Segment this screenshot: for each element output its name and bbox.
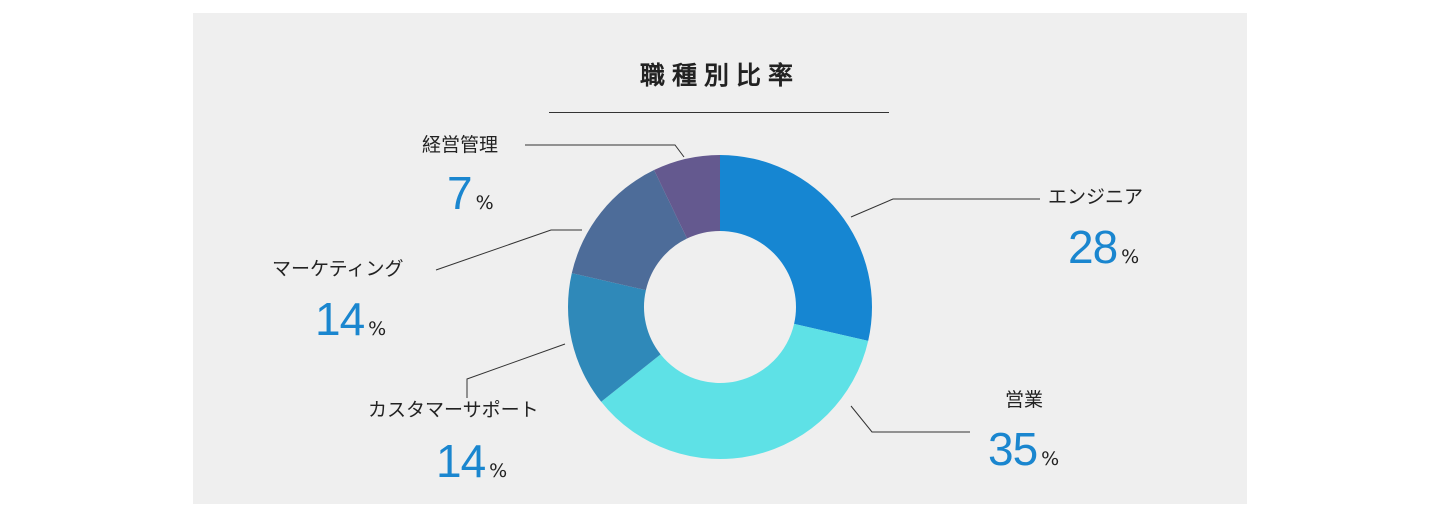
slice-value-marketing: 14% [315,296,386,342]
slice-value-number: 35 [988,423,1038,475]
title-divider [549,112,889,113]
slice-value-number: 7 [447,167,473,219]
slice-value-sales: 35% [988,426,1059,472]
slice-value-number: 14 [436,435,486,487]
percent-unit: % [368,318,387,340]
percent-unit: % [475,192,494,214]
donut-slice-engineer [720,155,873,341]
donut-slices [568,155,873,460]
percent-unit: % [1041,448,1060,470]
leader-line-sales [850,405,970,433]
slice-value-customer-support: 14% [436,438,507,484]
slice-label-engineer: エンジニア [1048,186,1144,208]
chart-title: 職種別比率 [639,61,800,90]
slice-value-number: 14 [315,293,365,345]
slice-label-sales: 営業 [1005,389,1044,411]
leader-lines [435,144,1040,433]
leader-line-marketing [435,229,582,271]
donut-slice-marketing [571,170,688,291]
donut-slice-management [654,155,720,239]
donut-slice-customer-support [568,273,661,402]
slice-value-engineer: 28% [1068,224,1139,270]
slice-value-management: 7% [447,170,494,216]
leader-line-customer-support [466,343,566,398]
slice-label-marketing: マーケティング [272,258,404,280]
slice-label-management: 経営管理 [422,134,499,156]
leader-line-management [525,144,685,158]
slice-label-customer-support: カスタマーサポート [368,399,539,421]
percent-unit: % [1121,246,1140,268]
donut-slice-sales [601,323,869,460]
slice-value-number: 28 [1068,221,1118,273]
leader-line-engineer [850,198,1040,218]
percent-unit: % [489,460,508,482]
